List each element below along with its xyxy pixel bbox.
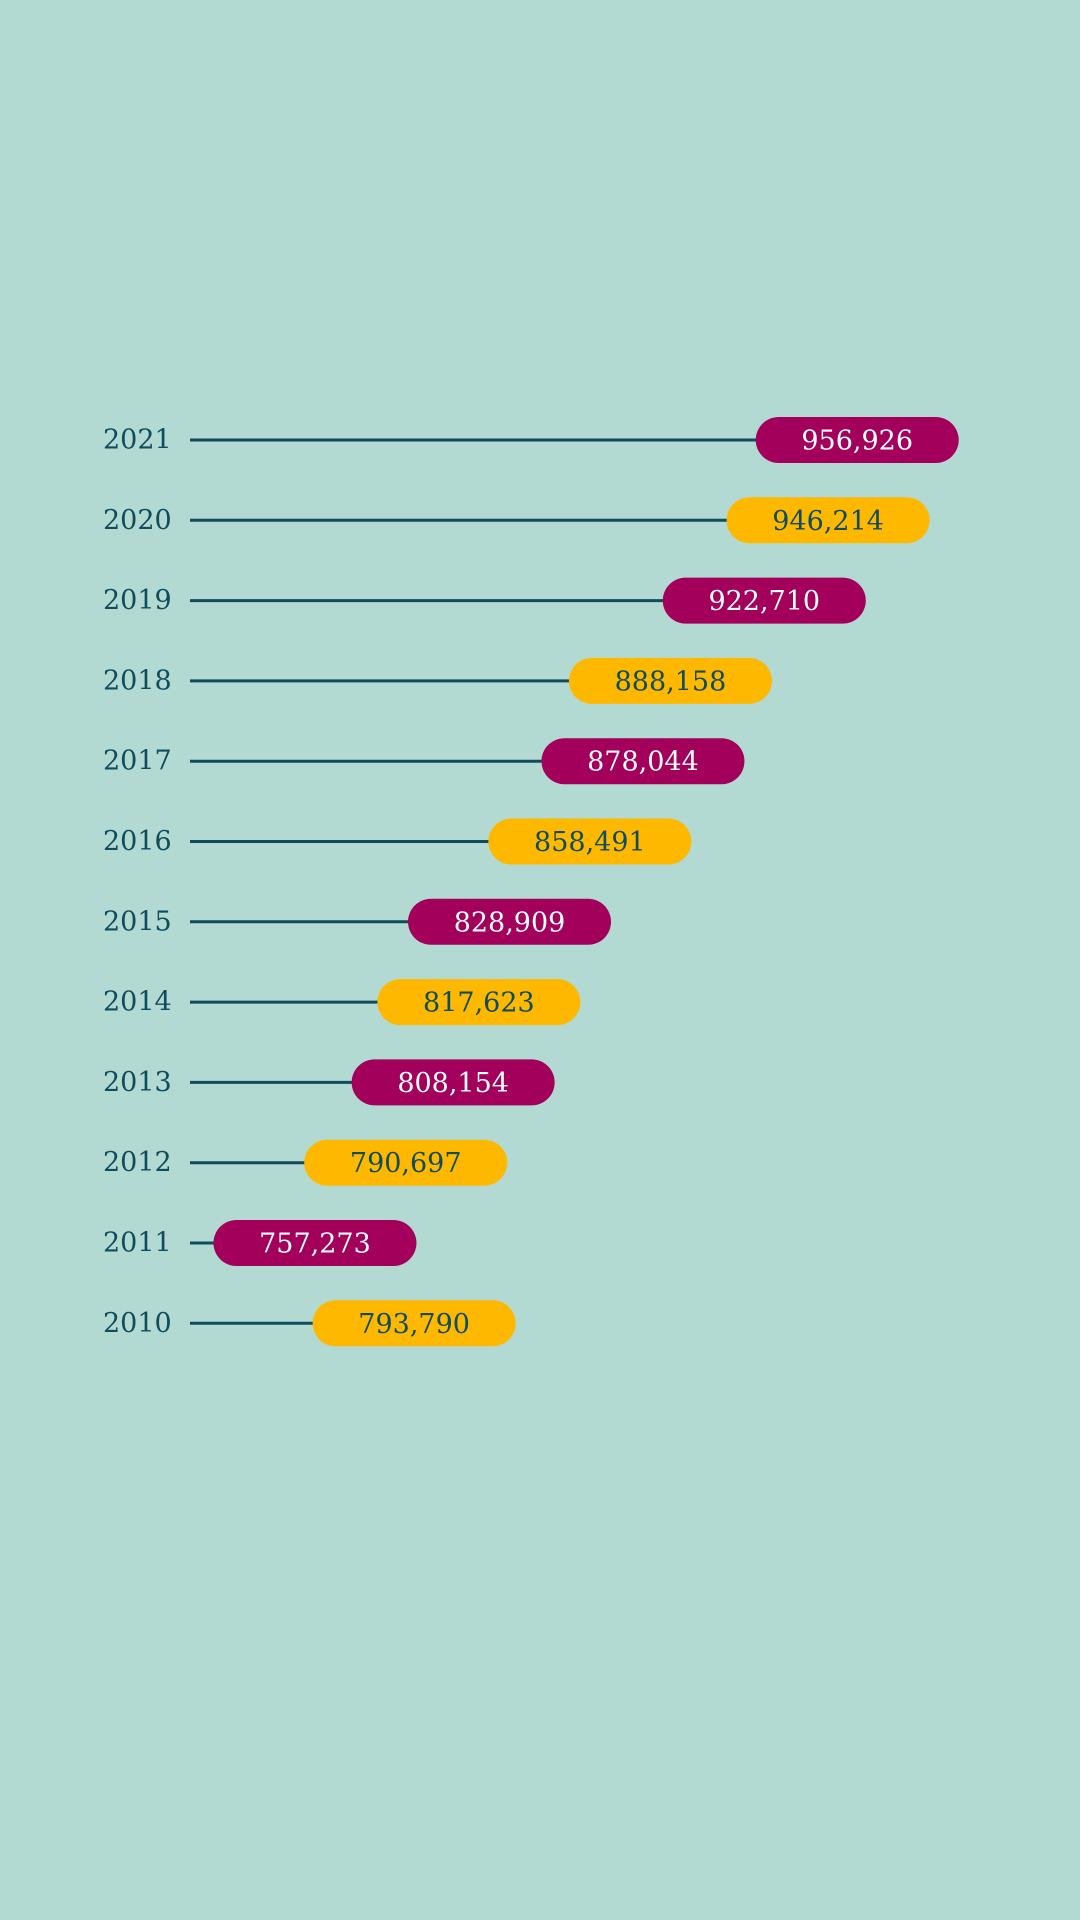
chart-row: 2010 793,790 <box>103 1300 516 1347</box>
value-data-label: 808,154 <box>397 1068 509 1099</box>
value-data-label: 956,926 <box>801 426 913 457</box>
value-data-label: 790,697 <box>350 1148 462 1179</box>
year-tick-label: 2020 <box>103 505 172 536</box>
value-data-label: 858,491 <box>534 827 646 858</box>
value-data-label: 828,909 <box>454 907 566 938</box>
chart-row: 2012 790,697 <box>103 1139 508 1186</box>
year-tick-label: 2010 <box>103 1308 172 1339</box>
chart-row: 2011 757,273 <box>103 1220 417 1266</box>
value-pill <box>662 577 866 624</box>
year-tick-label: 2014 <box>103 987 172 1018</box>
value-pill <box>541 738 745 785</box>
chart-row: 2020 946,214 <box>103 497 930 544</box>
value-pill <box>408 898 612 945</box>
year-tick-label: 2016 <box>103 826 172 857</box>
value-data-label: 888,158 <box>615 666 727 697</box>
chart-row: 2017 878,044 <box>103 738 745 785</box>
year-tick-label: 2015 <box>103 906 172 937</box>
value-pill <box>726 497 930 544</box>
value-pill <box>312 1300 516 1347</box>
chart-row: 2021 956,926 <box>103 417 959 463</box>
value-data-label: 946,214 <box>772 506 884 537</box>
chart-row: 2018 888,158 <box>103 657 772 704</box>
year-tick-label: 2012 <box>103 1147 172 1178</box>
year-tick-label: 2021 <box>103 425 172 456</box>
value-data-label: 793,790 <box>358 1309 470 1340</box>
value-pill <box>213 1220 417 1266</box>
chart-rows: 2021 956,926 2020 946,214 2019 922,710 2018 888… <box>103 417 959 1347</box>
year-tick-label: 2019 <box>103 585 172 616</box>
chart-row: 2015 828,909 <box>103 898 612 945</box>
year-tick-label: 2011 <box>103 1228 172 1259</box>
chart-row: 2013 808,154 <box>103 1059 555 1106</box>
value-pill <box>488 818 692 865</box>
year-tick-label: 2018 <box>103 665 172 696</box>
value-pill <box>351 1059 555 1106</box>
value-pill <box>755 417 959 463</box>
value-data-label: 922,710 <box>708 586 820 617</box>
year-tick-label: 2013 <box>103 1067 172 1098</box>
value-pill <box>304 1139 508 1186</box>
value-data-label: 757,273 <box>259 1229 371 1260</box>
value-data-label: 817,623 <box>423 988 535 1019</box>
value-data-label: 878,044 <box>587 747 699 778</box>
value-pill <box>377 979 581 1026</box>
chart-row: 2014 817,623 <box>103 979 581 1026</box>
chart-row: 2016 858,491 <box>103 818 692 865</box>
chart-row: 2019 922,710 <box>103 577 866 624</box>
year-tick-label: 2017 <box>103 746 172 777</box>
value-pill <box>568 657 772 704</box>
